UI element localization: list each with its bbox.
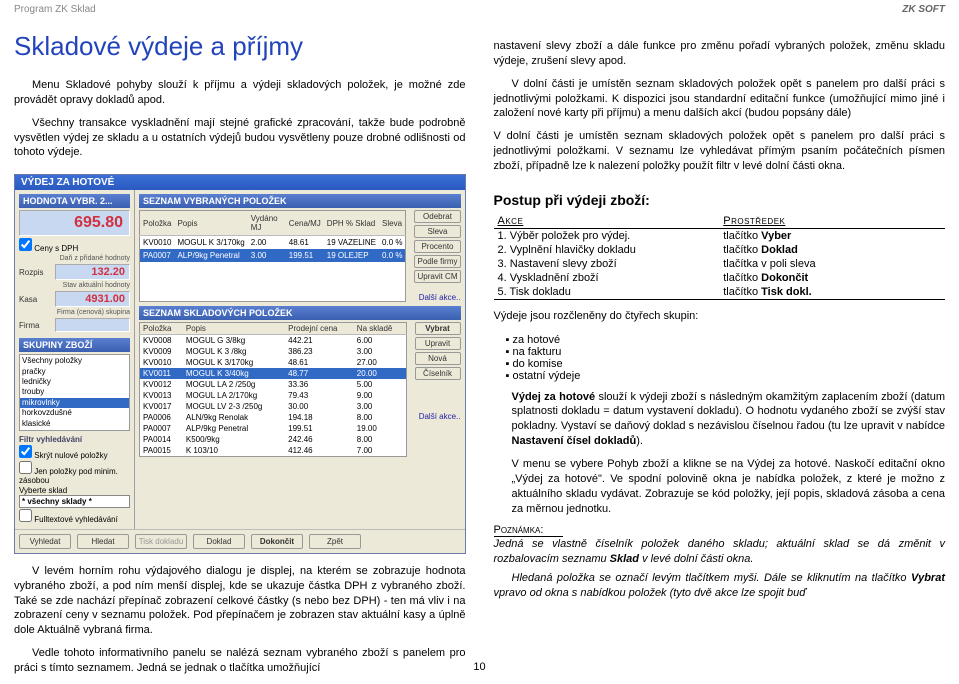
- vydej-para-1: Výdej za hotové slouží k výdeji zboží s …: [512, 390, 946, 449]
- table-row: KV0013MOGUL LA 2/170kg79.439.00: [140, 390, 407, 401]
- tree-item[interactable]: trouby: [20, 387, 129, 397]
- procento-button[interactable]: Procento: [414, 240, 460, 253]
- doklad-button[interactable]: Doklad: [193, 534, 245, 549]
- filter-select[interactable]: * všechny sklady *: [19, 495, 130, 508]
- groups-head: SKUPINY ZBOŽÍ: [19, 338, 130, 352]
- tisk-button[interactable]: Tisk dokladu: [135, 534, 187, 549]
- table-row: PA0006ALN/9kg Renolak194.188.00: [140, 412, 407, 423]
- groups-list: za hotové na fakturu do komise ostatní v…: [494, 334, 946, 382]
- header-left: Program ZK Sklad: [14, 4, 96, 15]
- app-window: VÝDEJ ZA HOTOVÉ HODNOTA VYBR. 2... 695.8…: [14, 174, 466, 554]
- tree-item[interactable]: klasické: [20, 419, 129, 429]
- note-text-1: Jedná se vlastně číselník položek daného…: [494, 537, 946, 567]
- selected-table[interactable]: PoložkaPopis Vydáno MJCena/MJ DPH % Skla…: [139, 210, 406, 302]
- more-link[interactable]: Další akce..: [414, 293, 460, 302]
- filter-cb3[interactable]: Fulltextové vyhledávání: [19, 509, 130, 524]
- left-bottom-para-1: V levém horním rohu výdajového dialogu j…: [14, 564, 466, 638]
- ceny-dph-checkbox[interactable]: Ceny s DPH: [19, 238, 78, 253]
- sleva-button[interactable]: Sleva: [414, 225, 460, 238]
- window-titlebar: VÝDEJ ZA HOTOVÉ: [15, 175, 465, 190]
- table-row: KV0010MOGUL K 3/170kg48.6127.00: [140, 357, 407, 368]
- tree-item[interactable]: ledničky: [20, 377, 129, 387]
- tree-item[interactable]: horkovzdušné: [20, 408, 129, 418]
- note-text-2: Hledaná položka se označí levým tlačítke…: [494, 571, 946, 601]
- table-row-selected: KV0011MOGUL K 3/40kg48.7720.00: [140, 368, 407, 379]
- dokoncit-button[interactable]: Dokončit: [251, 534, 303, 549]
- intro-para-1: Menu Skladové pohyby slouží k příjmu a v…: [14, 78, 466, 108]
- tree-item-selected[interactable]: mikrovlnky: [20, 398, 129, 408]
- extra-label-3: Firma (cenová) skupina: [19, 309, 130, 316]
- right-para-3: V dolní části je umístěn seznam skladový…: [494, 129, 946, 174]
- more-link-2[interactable]: Další akce..: [415, 412, 461, 421]
- table-row: KV0009MOGUL K 3 /8kg386.233.00: [140, 346, 407, 357]
- note-label: Poznámka:: [494, 524, 564, 537]
- upravit-cm-button[interactable]: Upravit CM: [414, 270, 460, 283]
- ciselnik-button[interactable]: Číselník: [415, 367, 461, 380]
- right-para-2: V dolní části je umístěn seznam skladový…: [494, 77, 946, 122]
- intro-para-2: Všechny transakce vyskladnění mají stejn…: [14, 116, 466, 161]
- extra-label-1: Daň z přidané hodnoty: [19, 255, 130, 262]
- steps-table: AkceProstředek 1. Výběr položek pro výde…: [494, 214, 946, 301]
- amount-display: 695.80: [19, 210, 130, 236]
- amount-panel-head: HODNOTA VYBR. 2...: [19, 194, 130, 208]
- zpet-button[interactable]: Zpět: [309, 534, 361, 549]
- filter-select-label: Vyberte sklad: [19, 486, 130, 495]
- groups-intro: Výdeje jsou rozčleněny do čtyřech skupin…: [494, 309, 946, 324]
- table-row: KV0010MOGUL K 3/170kg2.0048.6119 VAZELIN…: [140, 235, 406, 248]
- vydej-para-2: V menu se vybere Pohyb zboží a klikne se…: [512, 457, 946, 516]
- kasa-label: Kasa: [19, 295, 51, 304]
- extra-label-2: Stav aktuální hodnoty: [19, 282, 130, 289]
- kasa-value: 4931.00: [55, 291, 130, 307]
- stock-table[interactable]: PoložkaPopisProdejní cenaNa skladě KV000…: [139, 322, 407, 457]
- tree-item[interactable]: pračky: [20, 367, 129, 377]
- filter-cb1[interactable]: Skrýt nulové položky: [19, 445, 130, 460]
- podle-firmy-button[interactable]: Podle firmy: [414, 255, 460, 268]
- table-row: PA0015K 103/10412.467.00: [140, 445, 407, 457]
- vybrat-button[interactable]: Vybrat: [415, 322, 461, 335]
- table-row: PA0007ALP/9kg Penetral199.5119.00: [140, 423, 407, 434]
- page-number: 10: [0, 661, 959, 673]
- table-row: KV0008MOGUL G 3/8kg442.216.00: [140, 335, 407, 347]
- right-para-1: nastavení slevy zboží a dále funkce pro …: [494, 39, 946, 69]
- table-row: PA0014K500/9kg242.468.00: [140, 434, 407, 445]
- header-right: ZK SOFT: [902, 4, 945, 15]
- rozpis-value: 132.20: [55, 264, 130, 280]
- hledat-button[interactable]: Hledat: [77, 534, 129, 549]
- firma-label: Firma: [19, 321, 51, 330]
- table-row-selected: PA0007ALP/9kg Penetral3.00199.5119 OLEJE…: [140, 249, 406, 262]
- selected-panel-head: SEZNAM VYBRANÝCH POLOŽEK: [139, 194, 461, 208]
- nova-button[interactable]: Nová: [415, 352, 461, 365]
- tree-item[interactable]: Všechny položky: [20, 356, 129, 366]
- odebrat-button[interactable]: Odebrat: [414, 210, 460, 223]
- table-row: KV0017MOGUL LV 2-3 /250g30.003.00: [140, 401, 407, 412]
- postup-heading: Postup při výdeji zboží:: [494, 192, 946, 208]
- filter-cb2[interactable]: Jen položky pod minim. zásobou: [19, 461, 130, 485]
- stock-panel-head: SEZNAM SKLADOVÝCH POLOŽEK: [139, 306, 461, 320]
- page-title: Skladové výdeje a příjmy: [14, 31, 466, 62]
- upravit-button[interactable]: Upravit: [415, 337, 461, 350]
- filter-title: Filtr vyhledávání: [19, 435, 130, 444]
- rozpis-label: Rozpis: [19, 268, 51, 277]
- firma-value: [55, 318, 130, 332]
- vyhledat-button[interactable]: Vyhledat: [19, 534, 71, 549]
- table-row: KV0012MOGUL LA 2 /250g33.365.00: [140, 379, 407, 390]
